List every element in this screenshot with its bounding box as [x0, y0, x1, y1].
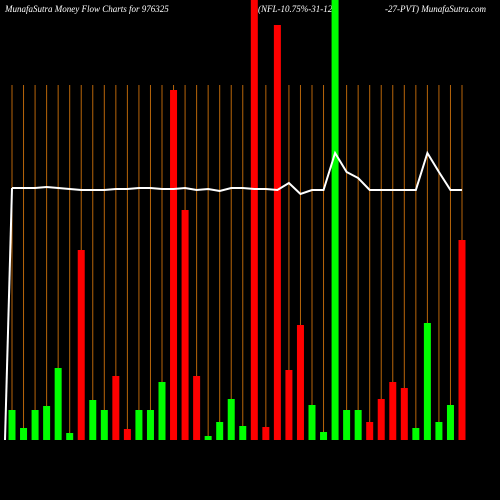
- bar: [423, 323, 431, 440]
- bar: [77, 250, 85, 440]
- chart-title: -27-PVT) MunafaSutra.com: [385, 4, 486, 14]
- bar: [320, 432, 328, 440]
- bar: [170, 90, 178, 440]
- bar: [123, 429, 131, 440]
- bar: [239, 426, 247, 440]
- bar: [331, 0, 339, 440]
- bar: [366, 422, 374, 440]
- bar: [66, 433, 74, 440]
- bar: [285, 370, 293, 440]
- bar: [100, 410, 108, 440]
- bar: [20, 428, 28, 440]
- bar: [262, 427, 270, 440]
- bar: [54, 368, 62, 440]
- bar: [389, 382, 397, 440]
- bar: [31, 410, 39, 440]
- bar: [400, 388, 408, 440]
- chart-title: (NFL-10.75%-31-12: [258, 4, 333, 14]
- bar: [412, 428, 420, 440]
- bar: [308, 405, 316, 440]
- bar: [250, 0, 258, 440]
- bar: [112, 376, 120, 440]
- chart-title: MunafaSutra Money Flow Charts for 976325: [4, 4, 169, 14]
- bar: [377, 399, 385, 440]
- bar: [181, 210, 189, 440]
- bar: [343, 410, 351, 440]
- bar: [216, 422, 224, 440]
- bar: [458, 240, 466, 440]
- bar: [296, 325, 304, 440]
- bar: [135, 410, 143, 440]
- bar: [43, 406, 51, 440]
- bar: [193, 376, 201, 440]
- money-flow-line: [12, 150, 462, 196]
- bar: [158, 382, 166, 440]
- bar: [204, 436, 212, 440]
- bar: [227, 399, 235, 440]
- bar: [435, 422, 443, 440]
- bar: [8, 410, 16, 440]
- line-start: [4, 187, 13, 441]
- bar: [146, 410, 154, 440]
- bar: [354, 410, 362, 440]
- bar: [89, 400, 97, 440]
- bar: [446, 405, 454, 440]
- bar: [273, 25, 281, 440]
